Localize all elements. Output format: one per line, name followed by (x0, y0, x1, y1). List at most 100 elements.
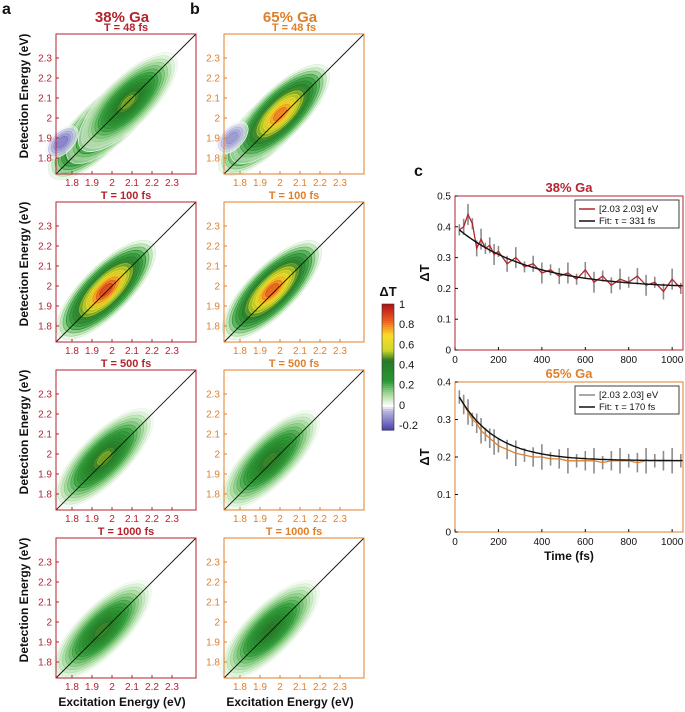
colorbar-segment (382, 388, 394, 391)
colorbar-segment (382, 335, 394, 339)
ytick-label: 2.3 (206, 390, 220, 401)
xlabel-right: Excitation Energy (eV) (226, 695, 353, 709)
colorbar-segment (382, 373, 394, 376)
ytick-label: 2.3 (38, 558, 52, 569)
colorbar-tick: 0.2 (399, 380, 414, 392)
colorbar-segment (382, 390, 394, 393)
contour-peak-4 (55, 135, 69, 149)
xtick-label: 1000 (661, 355, 684, 366)
colorbar-segment (382, 327, 394, 330)
colorbar-tick: 0 (399, 400, 405, 412)
fit-curve (458, 396, 683, 462)
colorbar-segment (382, 396, 394, 400)
kinetics-chart-2: 65% Ga ΔT 0 0.1 0.2 0.3 0.4 0 200 400 600 800 1000 [2… (417, 366, 684, 563)
xtick-label: 2.2 (313, 346, 327, 357)
xtick-label: 1.9 (85, 178, 99, 189)
colorbar-segment (382, 304, 394, 307)
ytick-label: 2.3 (206, 54, 220, 65)
ytick-label: 2.1 (38, 430, 52, 441)
xtick-label: 1.9 (85, 346, 99, 357)
xtick-label: 1.9 (85, 514, 99, 525)
ytick-label: 1.9 (38, 302, 52, 313)
ytick-label: 1.9 (206, 134, 220, 145)
xtick-label: 1.8 (233, 514, 247, 525)
colorbar-segment (382, 318, 394, 322)
kinetics-xlabel: Time (fs) (544, 549, 594, 563)
colorbar-segment (382, 320, 394, 324)
xtick-label: 2 (109, 682, 115, 693)
colorbar-segment (382, 417, 394, 421)
colorbar-segment (382, 341, 394, 345)
colorbar-segment (382, 348, 394, 351)
ytick-label: 0.1 (437, 315, 451, 326)
diagonal-line (223, 369, 365, 511)
xtick-label: 2.3 (165, 346, 179, 357)
xtick-label: 1.8 (65, 682, 79, 693)
kinetics-title: 38% Ga (546, 180, 594, 195)
legend-label-fit: Fit: τ = 331 fs (599, 216, 656, 227)
ytick-label: 2.2 (38, 74, 52, 85)
xtick-label: 2 (277, 178, 283, 189)
xtick-label: 2.1 (125, 346, 139, 357)
ytick-label: 0 (445, 346, 451, 357)
xtick-label: 2.1 (293, 682, 307, 693)
fit-curve (458, 229, 684, 287)
colorbar-segment (382, 423, 394, 427)
xtick-label: 1.8 (65, 514, 79, 525)
ytick-label: 2.2 (206, 410, 220, 421)
ytick-label: 2 (46, 618, 52, 629)
ytick-label: 2.1 (206, 430, 220, 441)
ytick-label: 1.8 (38, 154, 52, 165)
colorbar-segment (382, 367, 394, 370)
colorbar-segment (382, 413, 394, 416)
ytick-label: 2 (46, 450, 52, 461)
xtick-label: 0 (452, 537, 458, 548)
colorbar-segment (382, 427, 394, 431)
xlabel-left: Excitation Energy (eV) (58, 695, 185, 709)
column-title-65: 65% Ga (263, 9, 318, 26)
colorbar-segment (382, 379, 394, 383)
colorbar-segment (382, 331, 394, 334)
diagonal-line (223, 537, 365, 679)
diagonal-line (223, 33, 365, 175)
ytick-label: 0.2 (437, 284, 451, 295)
legend-label-fit: Fit: τ = 170 fs (599, 402, 656, 413)
xtick-label: 800 (620, 355, 637, 366)
heatmap-panel-5: T = 500 fs 1.8 1.9 2 2.1 2.2 2.3 1.8 1.9 2 2.1 2.2 2… (38, 358, 197, 525)
colorbar-segment (382, 385, 394, 389)
xtick-label: 1.9 (253, 346, 267, 357)
heatmap-frame (55, 33, 197, 175)
xtick-label: 2.3 (165, 514, 179, 525)
colorbar-segment (382, 360, 394, 364)
legend-box (574, 199, 680, 229)
ytick-label: 0.4 (437, 222, 451, 233)
xtick-label: 200 (490, 537, 507, 548)
heatmap-panel-3: T = 100 fs 1.8 1.9 2 2.1 2.2 2.3 1.8 1.9 2 2.1 2.2 2… (38, 190, 197, 357)
contour-peak-1 (99, 283, 113, 297)
ytick-label: 2.2 (38, 410, 52, 421)
ytick-label: 1.8 (38, 658, 52, 669)
ytick-label: 1.9 (38, 638, 52, 649)
xtick-label: 1.8 (233, 178, 247, 189)
colorbar-segment (382, 409, 394, 412)
ytick-label: 2.3 (38, 54, 52, 65)
xtick-label: 2 (277, 346, 283, 357)
xtick-label: 2.1 (293, 346, 307, 357)
colorbar-segment (382, 375, 394, 379)
panel-letter-c: c (414, 163, 423, 180)
colorbar-segment (382, 314, 394, 318)
ytick-label: 2.3 (206, 558, 220, 569)
xtick-label: 1.8 (65, 346, 79, 357)
xtick-label: 1.9 (253, 178, 267, 189)
kinetics-ylabel: ΔT (417, 448, 432, 465)
xtick-label: 400 (534, 537, 551, 548)
heatmap-subtitle: T = 100 fs (101, 190, 151, 202)
ytick-label: 0.3 (437, 253, 451, 264)
legend-label-data: [2.03 2.03] eV (599, 390, 659, 401)
ytick-label: 2.1 (206, 598, 220, 609)
colorbar-segment (382, 339, 394, 343)
xtick-label: 2.2 (313, 682, 327, 693)
colorbar-segment (382, 350, 394, 353)
colorbar-segment (382, 310, 394, 313)
column-title-38: 38% Ga (95, 9, 150, 26)
